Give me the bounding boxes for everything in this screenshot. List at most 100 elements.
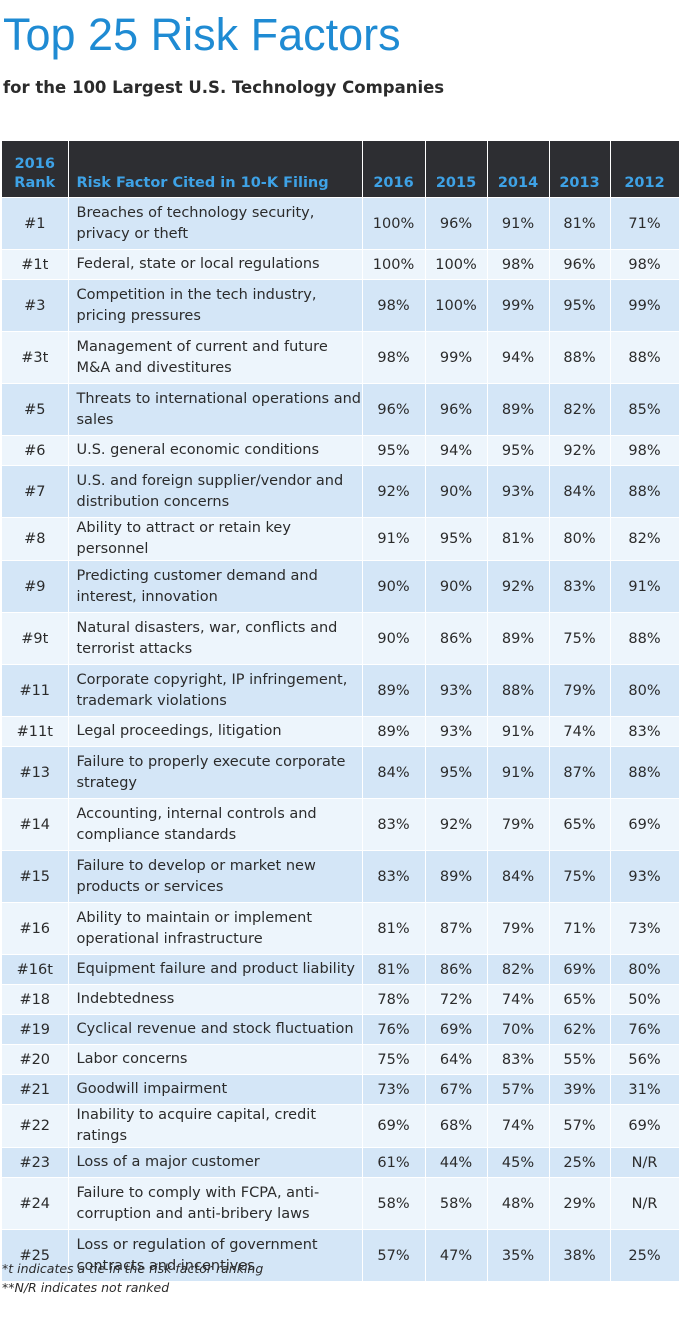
rank-cell: #21: [2, 1074, 69, 1105]
value-cell-2013: 75%: [549, 850, 611, 903]
risk-factor-cell: Management of current and future M&A and…: [68, 331, 363, 384]
value-cell-2014: 84%: [487, 850, 550, 903]
value-cell-2013: 69%: [549, 954, 611, 985]
value-cell-2012: 50%: [610, 984, 679, 1015]
value-cell-2013: 83%: [549, 560, 611, 613]
value-cell-2012: 69%: [610, 798, 679, 851]
value-cell-2016: 96%: [362, 383, 426, 436]
table-row: #19 Cyclical revenue and stock fluctuatio…: [2, 1014, 679, 1045]
rank-cell: #1: [2, 197, 69, 250]
value-cell-2013: 29%: [549, 1177, 611, 1230]
table-row: #3 Competition in the tech industry, pric…: [2, 279, 679, 332]
value-cell-2012: 25%: [610, 1229, 679, 1282]
header-rank: 2016 Rank: [2, 141, 69, 198]
table-row: #18 Indebtedness 78% 72% 74% 65% 50%: [2, 984, 679, 1015]
value-cell-2012: 98%: [610, 435, 679, 466]
rank-cell: #6: [2, 435, 69, 466]
value-cell-2015: 89%: [425, 850, 488, 903]
value-cell-2016: 73%: [362, 1074, 426, 1105]
value-cell-2016: 89%: [362, 664, 426, 717]
rank-cell: #19: [2, 1014, 69, 1045]
risk-factor-cell: Predicting customer demand and interest,…: [68, 560, 363, 613]
value-cell-2012: 69%: [610, 1104, 679, 1148]
value-cell-2012: 88%: [610, 331, 679, 384]
value-cell-2015: 69%: [425, 1014, 488, 1045]
value-cell-2014: 74%: [487, 1104, 550, 1148]
rank-cell: #5: [2, 383, 69, 436]
footnote-not-ranked: **N/R indicates not ranked: [2, 1280, 170, 1295]
value-cell-2013: 95%: [549, 279, 611, 332]
value-cell-2012: 31%: [610, 1074, 679, 1105]
value-cell-2014: 99%: [487, 279, 550, 332]
value-cell-2016: 92%: [362, 465, 426, 518]
table-row: #25 Loss or regulation of government cont…: [2, 1229, 679, 1282]
value-cell-2014: 93%: [487, 465, 550, 518]
value-cell-2014: 79%: [487, 902, 550, 955]
value-cell-2013: 71%: [549, 902, 611, 955]
value-cell-2012: 56%: [610, 1044, 679, 1075]
value-cell-2015: 72%: [425, 984, 488, 1015]
risk-factor-cell: Threats to international operations and …: [68, 383, 363, 436]
table-row: #16 Ability to maintain or implement oper…: [2, 902, 679, 955]
risk-factor-cell: Labor concerns: [68, 1044, 363, 1075]
value-cell-2015: 95%: [425, 517, 488, 561]
risk-factor-cell: Ability to attract or retain key personn…: [68, 517, 363, 561]
table-row: #16t Equipment failure and product liabil…: [2, 954, 679, 985]
risk-factor-cell: Natural disasters, war, conflicts and te…: [68, 612, 363, 665]
value-cell-2014: 70%: [487, 1014, 550, 1045]
value-cell-2016: 58%: [362, 1177, 426, 1230]
value-cell-2015: 93%: [425, 664, 488, 717]
value-cell-2016: 78%: [362, 984, 426, 1015]
risk-factor-cell: Legal proceedings, litigation: [68, 716, 363, 747]
risk-factor-cell: Loss or regulation of government contrac…: [68, 1229, 363, 1282]
value-cell-2012: 76%: [610, 1014, 679, 1045]
value-cell-2013: 39%: [549, 1074, 611, 1105]
footnote-tie: *t indicates a tie in the risk factor ra…: [2, 1261, 264, 1276]
table-row: #5 Threats to international operations an…: [2, 383, 679, 436]
rank-cell: #18: [2, 984, 69, 1015]
value-cell-2013: 74%: [549, 716, 611, 747]
table-row: #23 Loss of a major customer 61% 44% 45% 25% N…: [2, 1147, 679, 1178]
table-row: #9 Predicting customer demand and interes…: [2, 560, 679, 613]
value-cell-2013: 82%: [549, 383, 611, 436]
value-cell-2013: 81%: [549, 197, 611, 250]
value-cell-2013: 55%: [549, 1044, 611, 1075]
value-cell-2012: 98%: [610, 249, 679, 280]
value-cell-2014: 91%: [487, 716, 550, 747]
value-cell-2014: 89%: [487, 383, 550, 436]
value-cell-2016: 84%: [362, 746, 426, 799]
value-cell-2014: 81%: [487, 517, 550, 561]
table-header-row: 2016 Rank Risk Factor Cited in 10-K Fili…: [2, 141, 679, 198]
value-cell-2016: 95%: [362, 435, 426, 466]
value-cell-2015: 96%: [425, 197, 488, 250]
value-cell-2012: N/R: [610, 1147, 679, 1178]
header-rank-line1: 2016: [14, 156, 55, 172]
header-rank-line2: Rank: [14, 175, 56, 191]
value-cell-2012: 71%: [610, 197, 679, 250]
risk-factor-cell: U.S. and foreign supplier/vendor and dis…: [68, 465, 363, 518]
chart-title: Top 25 Risk Factors: [3, 9, 401, 60]
rank-cell: #3: [2, 279, 69, 332]
value-cell-2016: 83%: [362, 798, 426, 851]
rank-cell: #8: [2, 517, 69, 561]
header-year-2015: 2015: [425, 141, 488, 198]
value-cell-2013: 84%: [549, 465, 611, 518]
value-cell-2016: 90%: [362, 560, 426, 613]
value-cell-2012: 80%: [610, 664, 679, 717]
rank-cell: #24: [2, 1177, 69, 1230]
value-cell-2014: 95%: [487, 435, 550, 466]
value-cell-2015: 67%: [425, 1074, 488, 1105]
value-cell-2016: 81%: [362, 902, 426, 955]
value-cell-2013: 65%: [549, 798, 611, 851]
risk-factor-cell: U.S. general economic conditions: [68, 435, 363, 466]
rank-cell: #9: [2, 560, 69, 613]
table-row: #3t Management of current and future M&A …: [2, 331, 679, 384]
value-cell-2013: 38%: [549, 1229, 611, 1282]
table-row: #13 Failure to properly execute corporate…: [2, 746, 679, 799]
rank-cell: #23: [2, 1147, 69, 1178]
value-cell-2015: 100%: [425, 279, 488, 332]
value-cell-2016: 98%: [362, 331, 426, 384]
value-cell-2014: 48%: [487, 1177, 550, 1230]
value-cell-2015: 47%: [425, 1229, 488, 1282]
table-row: #6 U.S. general economic conditions 95% 94%…: [2, 435, 679, 466]
